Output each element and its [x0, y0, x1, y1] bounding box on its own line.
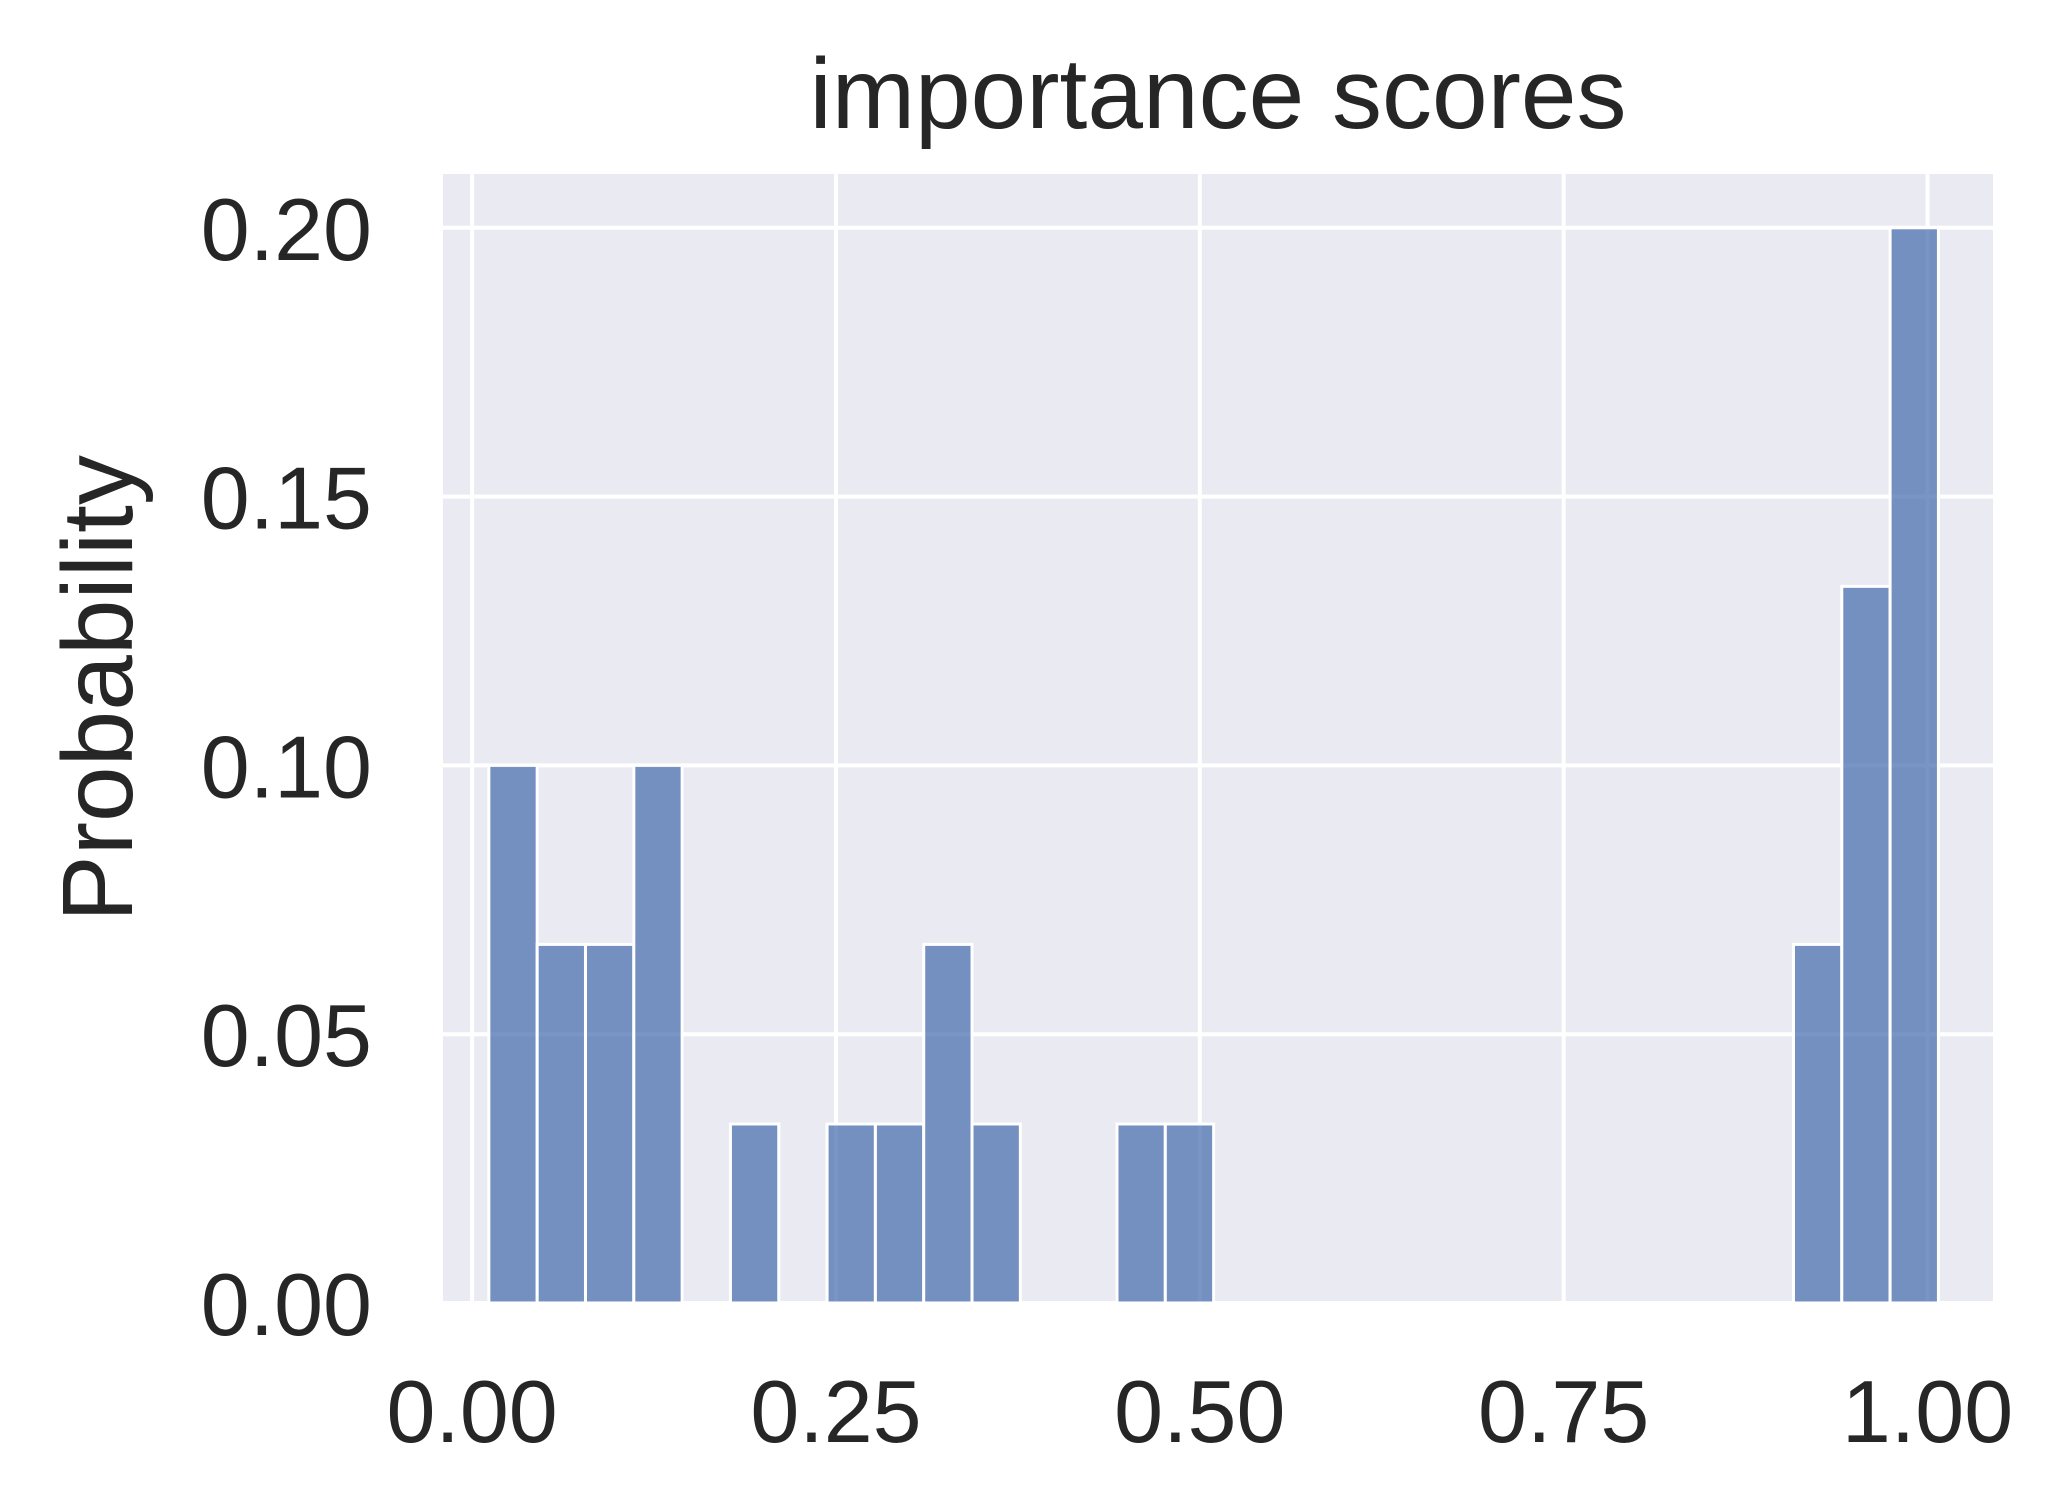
histogram-bar-13 [1888, 226, 1940, 1305]
x-tick-label-0: 0.00 [386, 1362, 557, 1461]
chart-title: importance scores [810, 38, 1627, 150]
y-tick-label-1: 0.05 [201, 986, 372, 1085]
histogram-bar-0 [487, 763, 539, 1305]
y-tick-label-0: 0.00 [201, 1255, 372, 1354]
y-tick-label-4: 0.20 [201, 180, 372, 279]
grid-lines [443, 174, 1993, 1305]
histogram-bar-7 [922, 942, 974, 1305]
histogram-bar-5 [825, 1122, 877, 1305]
y-axis-title: Probability [42, 455, 154, 922]
histogram-bar-4 [728, 1122, 781, 1305]
histogram-bar-1 [535, 942, 587, 1305]
x-tick-label-2: 0.50 [1114, 1362, 1285, 1461]
histogram-bar-10 [1163, 1122, 1216, 1305]
plot-background [443, 174, 1993, 1303]
histogram-bar-6 [873, 1122, 926, 1305]
x-tick-labels: 0.00 0.25 0.50 0.75 1.00 [386, 1362, 2013, 1461]
x-tick-label-3: 0.75 [1478, 1362, 1649, 1461]
histogram-bar-9 [1115, 1122, 1167, 1305]
x-tick-label-4: 1.00 [1842, 1362, 2013, 1461]
histogram-bar-8 [970, 1122, 1022, 1305]
y-tick-label-3: 0.15 [201, 449, 372, 548]
histogram-bar-11 [1791, 942, 1844, 1305]
y-tick-label-2: 0.10 [201, 717, 372, 816]
x-tick-label-1: 0.25 [750, 1362, 921, 1461]
histogram-bar-2 [583, 942, 636, 1305]
bars [487, 226, 1940, 1305]
y-tick-labels: 0.00 0.05 0.10 0.15 0.20 [201, 180, 372, 1354]
histogram-bar-12 [1840, 584, 1892, 1305]
histogram-bar-3 [632, 763, 684, 1305]
